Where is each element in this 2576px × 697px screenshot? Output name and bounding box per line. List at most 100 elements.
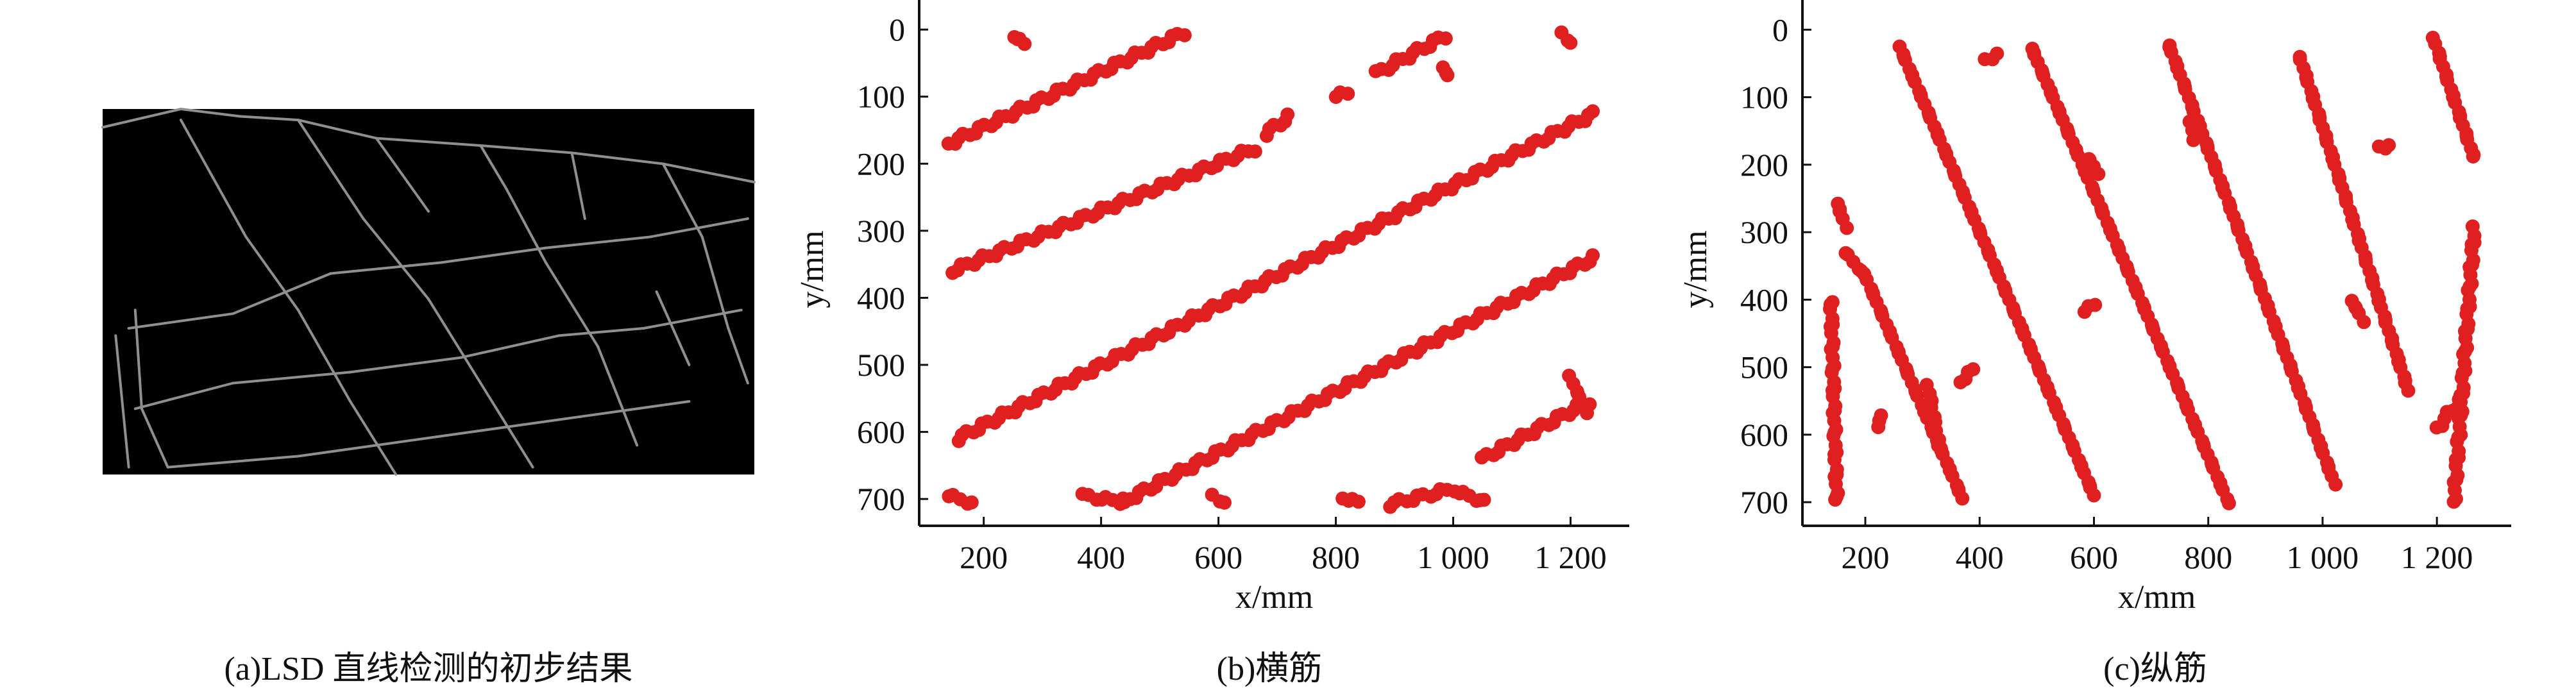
panel-c-axes: 200 400 600 800 1 000 1 200 0 100 200 300 400 500 60… bbox=[1740, 0, 2511, 575]
edge-line-segment bbox=[700, 235, 730, 330]
caption-b: (b)横筋 bbox=[1217, 651, 1323, 687]
x-tick-label: 800 bbox=[1312, 539, 1360, 575]
caption-a: (a)LSD 直线检测的初步结果 bbox=[225, 651, 633, 687]
edge-line-segment bbox=[133, 382, 235, 410]
data-point bbox=[1990, 46, 2004, 61]
edge-line-segment bbox=[166, 455, 300, 469]
edge-line-segment bbox=[179, 108, 241, 118]
x-tick-label: 1 200 bbox=[1534, 539, 1607, 575]
data-point bbox=[1931, 438, 1945, 453]
y-tick-label: 600 bbox=[857, 414, 905, 450]
panel-b-points bbox=[941, 25, 1600, 514]
edge-line-segment bbox=[570, 151, 586, 220]
y-tick-label: 700 bbox=[857, 481, 905, 517]
edge-line-segment bbox=[127, 312, 235, 330]
edge-line-segment bbox=[375, 137, 430, 213]
edge-line-segment bbox=[375, 137, 482, 147]
data-point bbox=[1280, 107, 1295, 122]
panel-c-points bbox=[1823, 30, 2482, 510]
edge-line-segment bbox=[557, 327, 645, 337]
edge-line-segment bbox=[544, 235, 652, 249]
edge-line-segment bbox=[427, 418, 561, 439]
edge-line-segment bbox=[362, 217, 430, 301]
data-point bbox=[1955, 491, 1970, 506]
edge-lines bbox=[101, 108, 756, 476]
y-tick-label: 500 bbox=[1740, 349, 1788, 385]
edge-line-segment bbox=[101, 108, 182, 129]
data-point bbox=[1840, 221, 1854, 235]
edge-line-segment bbox=[597, 345, 639, 447]
edge-line-segment bbox=[349, 400, 398, 476]
x-tick-label: 600 bbox=[2070, 539, 2118, 575]
edge-line-segment bbox=[544, 261, 600, 348]
edge-line-segment bbox=[244, 235, 300, 312]
panel-c-x-axis-label: x/mm bbox=[2118, 579, 2196, 616]
data-point bbox=[1440, 68, 1455, 83]
edge-line-segment bbox=[329, 261, 443, 275]
edge-line-segment bbox=[349, 356, 462, 374]
edge-line-segment bbox=[655, 290, 691, 366]
y-tick-label: 300 bbox=[1740, 214, 1788, 250]
x-tick-label: 1 200 bbox=[2401, 539, 2473, 575]
x-tick-label: 400 bbox=[1956, 539, 2004, 575]
data-point bbox=[1217, 495, 1232, 510]
edge-line-segment bbox=[479, 144, 573, 155]
data-point bbox=[1586, 104, 1600, 119]
edge-line-segment bbox=[296, 308, 352, 403]
x-tick-label: 200 bbox=[960, 539, 1008, 575]
edge-line-segment bbox=[570, 151, 665, 165]
caption-c: (c)纵筋 bbox=[2103, 651, 2207, 687]
data-point bbox=[1966, 362, 1981, 376]
edge-line-segment bbox=[727, 327, 749, 385]
edge-line-segment bbox=[661, 162, 704, 239]
edge-line-segment bbox=[440, 246, 547, 264]
data-point bbox=[2401, 383, 2416, 398]
edge-line-segment bbox=[296, 437, 430, 458]
x-tick-label: 600 bbox=[1194, 539, 1242, 575]
edge-line-segment bbox=[648, 217, 749, 239]
data-point bbox=[1585, 248, 1600, 263]
edge-image-background bbox=[103, 109, 754, 474]
panel-b-transverse-bars-plot: 200 400 600 800 1 000 1 200 0 100 200 300 400 500 60… bbox=[794, 0, 1629, 616]
panel-c-y-axis-label: y/mm bbox=[1677, 230, 1714, 308]
data-point bbox=[1828, 492, 1843, 507]
data-point bbox=[1438, 31, 1453, 46]
y-tick-label: 200 bbox=[857, 146, 905, 181]
panel-b-x-axis-label: x/mm bbox=[1235, 579, 1313, 616]
panel-b-axes: 200 400 600 800 1 000 1 200 0 100 200 300 400 500 60… bbox=[857, 0, 1629, 575]
y-tick-label: 300 bbox=[857, 213, 905, 249]
edge-line-segment bbox=[296, 119, 378, 140]
x-tick-label: 1 000 bbox=[1417, 539, 1489, 575]
edge-line-segment bbox=[296, 119, 365, 220]
edge-line-segment bbox=[459, 334, 561, 359]
data-point bbox=[2186, 133, 2201, 147]
panel-a-edge-image bbox=[101, 108, 756, 476]
edge-line-segment bbox=[232, 272, 332, 315]
data-point bbox=[2221, 496, 2236, 510]
edge-line-segment bbox=[505, 188, 547, 264]
x-tick-label: 1 000 bbox=[2287, 539, 2359, 575]
data-point bbox=[2466, 149, 2480, 164]
edge-line-segment bbox=[427, 298, 482, 385]
y-tick-label: 600 bbox=[1740, 417, 1788, 453]
edge-line-segment bbox=[133, 308, 143, 410]
edge-line-segment bbox=[479, 382, 534, 469]
data-point bbox=[2091, 167, 2106, 181]
panel-b-y-axis-label: y/mm bbox=[794, 230, 831, 308]
data-point bbox=[964, 495, 979, 510]
edge-line-segment bbox=[479, 144, 508, 191]
data-point bbox=[2088, 298, 2103, 312]
edge-line-segment bbox=[232, 371, 352, 385]
data-point bbox=[1874, 408, 1888, 423]
data-point bbox=[1248, 144, 1262, 159]
y-tick-label: 100 bbox=[857, 79, 905, 115]
data-point bbox=[1351, 494, 1366, 509]
data-point bbox=[2357, 315, 2371, 330]
y-tick-label: 500 bbox=[857, 347, 905, 383]
edge-line-segment bbox=[238, 115, 300, 122]
data-point bbox=[2087, 488, 2101, 503]
y-tick-label: 400 bbox=[857, 280, 905, 315]
data-point bbox=[2382, 138, 2396, 153]
y-tick-label: 0 bbox=[889, 12, 905, 47]
